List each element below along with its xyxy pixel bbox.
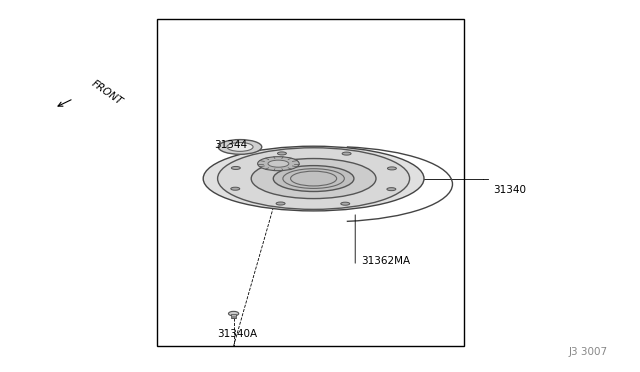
Ellipse shape	[268, 160, 289, 167]
Ellipse shape	[218, 148, 410, 209]
Ellipse shape	[231, 166, 240, 170]
Text: 31340A: 31340A	[218, 328, 258, 339]
Ellipse shape	[204, 146, 424, 211]
Ellipse shape	[340, 202, 349, 205]
Text: 31340: 31340	[493, 185, 526, 195]
Text: 31362MA: 31362MA	[362, 256, 411, 266]
Bar	[231, 314, 236, 318]
Ellipse shape	[218, 140, 262, 154]
Ellipse shape	[227, 142, 253, 151]
Ellipse shape	[257, 157, 300, 171]
Ellipse shape	[342, 152, 351, 155]
Ellipse shape	[387, 167, 396, 170]
Text: J3 3007: J3 3007	[569, 347, 608, 357]
Ellipse shape	[252, 158, 376, 199]
Ellipse shape	[231, 187, 240, 190]
Text: FRONT: FRONT	[90, 79, 124, 107]
Ellipse shape	[276, 202, 285, 205]
Text: 31344: 31344	[214, 140, 248, 150]
Ellipse shape	[273, 166, 354, 192]
Ellipse shape	[278, 152, 287, 155]
Ellipse shape	[228, 311, 239, 316]
Bar	[157, 19, 464, 346]
Ellipse shape	[387, 187, 396, 191]
